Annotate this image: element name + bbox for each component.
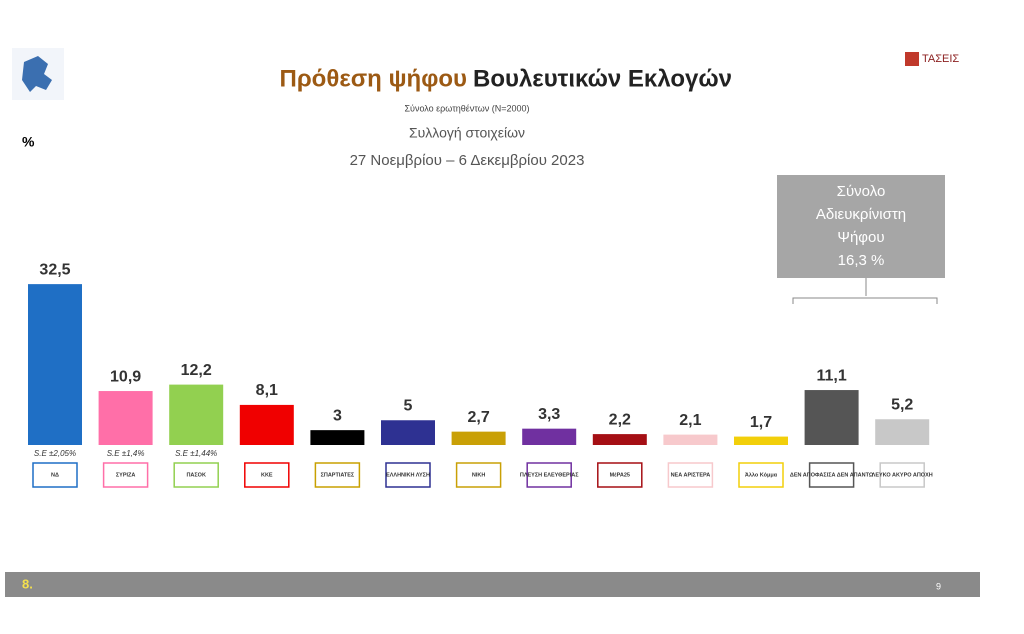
bar	[522, 428, 577, 445]
logo-box	[738, 462, 784, 488]
bar	[804, 390, 859, 445]
bar	[169, 384, 224, 445]
error-label: S.E ±2,05%	[34, 449, 76, 458]
category-label: ΝΕΑ ΑΡΙΣΤΕΡΑ	[671, 472, 711, 478]
bar	[663, 434, 718, 445]
error-label: S.E ±1,4%	[107, 449, 145, 458]
logo-box	[102, 462, 149, 488]
date-range: 27 Νοεμβρίου – 6 Δεκεμβρίου 2023	[350, 152, 585, 169]
category-label: ΔΕΝ ΑΠΟΦΑΣΙΣΑ ΔΕΝ ΑΠΑΝΤΩ	[790, 472, 874, 478]
title-part2: Βουλευτικών Εκλογών	[473, 65, 732, 92]
value-label: 11,1	[816, 367, 846, 384]
value-label: 3	[333, 407, 342, 424]
undecided-text: Αδιευκρίνιστη	[816, 206, 906, 223]
logo-box	[314, 462, 361, 488]
logo-box	[526, 462, 572, 488]
undecided-text: Ψήφου	[837, 229, 884, 246]
bar	[310, 430, 365, 445]
value-label: 10,9	[110, 368, 141, 385]
unit-label: %	[22, 134, 35, 150]
undecided-text: 16,3 %	[838, 252, 885, 269]
bar	[28, 284, 82, 445]
category-label: ΝΙΚΗ	[472, 472, 485, 478]
value-label: 8,1	[256, 382, 278, 399]
undecided-box	[777, 175, 945, 278]
logo-box	[455, 462, 502, 488]
undecided-text: Σύνολο	[837, 183, 886, 200]
error-label: S.E ±1,44%	[175, 449, 217, 458]
logo-box	[32, 462, 78, 488]
subtitle: Συλλογή στοιχείων	[409, 125, 525, 141]
bar	[875, 419, 930, 445]
brand: ΤΑΣΕΙΣ	[922, 53, 959, 65]
logo-box	[879, 462, 925, 488]
page-number: 8.	[22, 576, 33, 591]
category-label: ΠΛΕΥΣΗ ΕΛΕΥΘΕΡΙΑΣ	[520, 472, 579, 478]
value-label: 12,2	[181, 362, 212, 379]
bracket	[792, 278, 938, 304]
value-label: 2,2	[609, 411, 631, 428]
bar	[98, 391, 153, 445]
bar	[239, 404, 294, 445]
value-label: 2,1	[679, 412, 701, 429]
value-label: 3,3	[538, 406, 560, 423]
bar	[451, 431, 506, 445]
footer-band	[5, 572, 980, 597]
brand-logo	[905, 52, 919, 66]
category-label: ΕΛΛΗΝΙΚΗ ΛΥΣΗ	[386, 472, 430, 478]
footer-page: 9	[936, 581, 941, 591]
value-label: 1,7	[750, 414, 772, 431]
value-label: 5	[404, 397, 413, 414]
logo-box	[667, 462, 714, 488]
category-label: ΣΠΑΡΤΙΑΤΕΣ	[321, 472, 355, 478]
value-label: 2,7	[467, 409, 489, 426]
category-label: ΠΑΣΟΚ	[186, 472, 206, 478]
category-label: ΛΕΥΚΟ ΑΚΥΡΟ ΑΠΟΧΗ	[872, 472, 933, 478]
category-label: ΚΚΕ	[261, 472, 273, 478]
value-label: 32,5	[39, 261, 70, 278]
category-label: ΣΥΡΙΖΑ	[116, 472, 136, 478]
value-label: 5,2	[891, 396, 913, 413]
category-label: ΝΔ	[51, 472, 59, 478]
category-label: Άλλο Κόμμα	[745, 472, 778, 478]
logo-box	[808, 462, 855, 488]
logo-box	[244, 462, 290, 488]
logo-box	[173, 462, 219, 488]
title-part1: Πρόθεση ψήφου	[280, 65, 468, 92]
bar	[381, 420, 435, 445]
sample-note: Σύνολο ερωτηθέντων (N=2000)	[404, 103, 529, 113]
logo-box	[597, 462, 643, 488]
bar	[734, 436, 788, 445]
map-shape	[22, 56, 52, 92]
logo-box	[385, 462, 431, 488]
bar	[592, 434, 647, 445]
category-label: ΜέΡΑ25	[610, 472, 630, 478]
